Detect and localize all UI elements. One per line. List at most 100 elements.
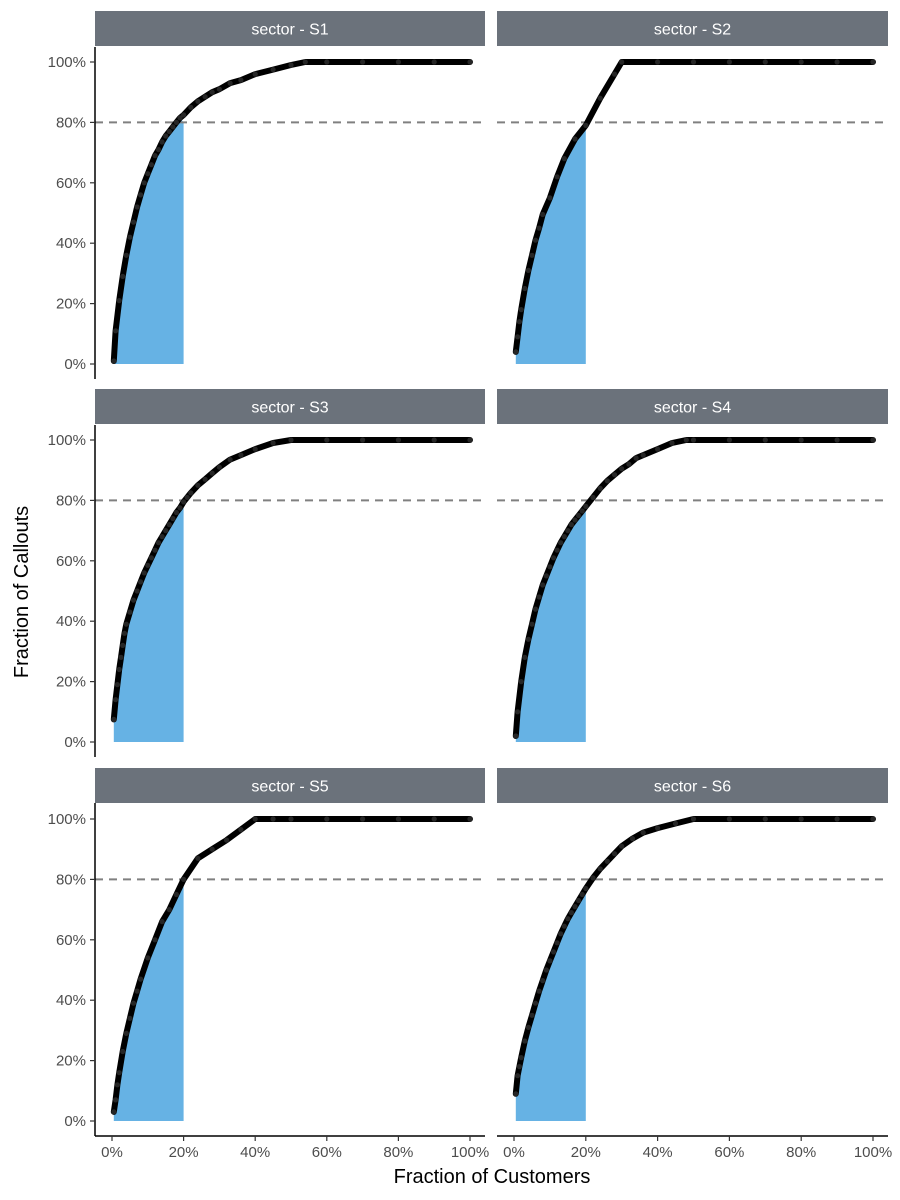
data-point xyxy=(540,582,546,588)
data-point xyxy=(270,440,276,446)
data-point xyxy=(529,1012,535,1018)
data-point xyxy=(467,59,473,65)
data-point xyxy=(395,59,401,65)
data-point xyxy=(138,976,144,982)
data-point xyxy=(561,534,567,540)
data-point xyxy=(302,59,308,65)
data-point xyxy=(238,452,244,458)
data-point xyxy=(120,642,126,649)
data-point xyxy=(583,122,589,128)
data-point xyxy=(522,1038,528,1044)
data-point xyxy=(152,153,158,159)
data-point xyxy=(155,147,162,153)
data-point xyxy=(554,174,560,180)
data-point xyxy=(173,509,179,516)
data-point xyxy=(113,328,119,334)
data-point xyxy=(655,825,661,831)
data-point xyxy=(726,59,733,65)
data-point xyxy=(163,133,169,139)
data-point xyxy=(145,955,151,961)
data-point xyxy=(114,682,120,688)
data-point xyxy=(120,273,126,279)
data-point xyxy=(227,80,233,86)
data-point xyxy=(655,59,661,65)
data-point xyxy=(148,555,154,561)
data-point xyxy=(568,522,575,528)
data-point xyxy=(540,978,546,984)
data-point xyxy=(590,494,596,500)
data-point xyxy=(111,358,117,364)
panel-strip xyxy=(497,389,888,424)
data-point xyxy=(515,334,521,340)
data-point xyxy=(148,162,154,168)
data-point xyxy=(141,180,147,186)
data-point xyxy=(690,437,697,443)
data-point xyxy=(216,86,222,92)
data-point xyxy=(798,816,804,822)
data-point xyxy=(870,437,876,443)
data-point xyxy=(270,816,276,822)
data-point xyxy=(547,958,553,964)
data-point xyxy=(360,437,366,443)
panel-strip xyxy=(497,11,888,46)
series-line xyxy=(110,816,473,1115)
panel-1: sector - S1 xyxy=(95,11,485,365)
data-point xyxy=(395,437,401,443)
panel-strip xyxy=(95,389,485,424)
data-point xyxy=(762,816,768,822)
data-point xyxy=(111,1109,117,1115)
data-point xyxy=(611,851,618,857)
data-point xyxy=(111,716,117,723)
data-point xyxy=(798,59,804,65)
data-point xyxy=(726,816,733,822)
data-point xyxy=(431,816,437,822)
data-point xyxy=(536,225,542,231)
data-point xyxy=(116,298,122,304)
panel-3: sector - S3 xyxy=(95,389,485,742)
data-point xyxy=(565,916,571,922)
y-tick-label: 80% xyxy=(56,871,86,888)
data-point xyxy=(550,555,557,561)
data-point xyxy=(572,136,578,142)
panel-strip-label: sector - S3 xyxy=(251,400,328,417)
data-point xyxy=(529,252,535,258)
data-point xyxy=(561,923,567,929)
highlight-area xyxy=(113,501,184,742)
data-point xyxy=(173,119,179,125)
data-point xyxy=(536,594,542,600)
panels: sector - S1 sector - S2 sector - S3 sector … xyxy=(95,11,888,1121)
data-point xyxy=(227,457,233,463)
data-point xyxy=(590,875,596,881)
y-tick-label: 0% xyxy=(64,734,86,751)
data-point xyxy=(604,478,610,484)
panel-strip-label: sector - S5 xyxy=(251,779,328,796)
panel-2: sector - S2 xyxy=(497,11,888,365)
data-point xyxy=(640,830,646,836)
data-point xyxy=(145,171,151,177)
panel-strip-label: sector - S1 xyxy=(251,22,328,39)
data-point xyxy=(188,490,194,496)
panel-strip-label: sector - S4 xyxy=(654,400,731,417)
y-tick-label: 60% xyxy=(56,553,86,570)
data-point xyxy=(467,816,473,822)
highlight-area xyxy=(113,879,184,1121)
data-point xyxy=(518,1055,524,1061)
x-axis-title: Fraction of Customers xyxy=(394,1166,591,1188)
y-tick-label: 100% xyxy=(48,811,86,828)
data-point xyxy=(798,437,804,443)
y-tick-label: 0% xyxy=(64,356,86,373)
x-tick-label: 20% xyxy=(169,1144,199,1161)
data-point xyxy=(177,115,183,121)
data-point xyxy=(195,855,201,861)
data-point xyxy=(540,211,546,218)
data-point xyxy=(547,195,553,201)
y-tick-label: 40% xyxy=(56,992,86,1009)
data-point xyxy=(238,827,244,833)
data-point xyxy=(130,597,137,603)
data-point xyxy=(619,843,625,849)
data-point xyxy=(834,816,840,822)
data-point xyxy=(288,437,294,443)
data-point xyxy=(113,1097,119,1103)
panel-6: sector - S6 xyxy=(497,768,888,1121)
y-tick-label: 80% xyxy=(56,114,86,131)
